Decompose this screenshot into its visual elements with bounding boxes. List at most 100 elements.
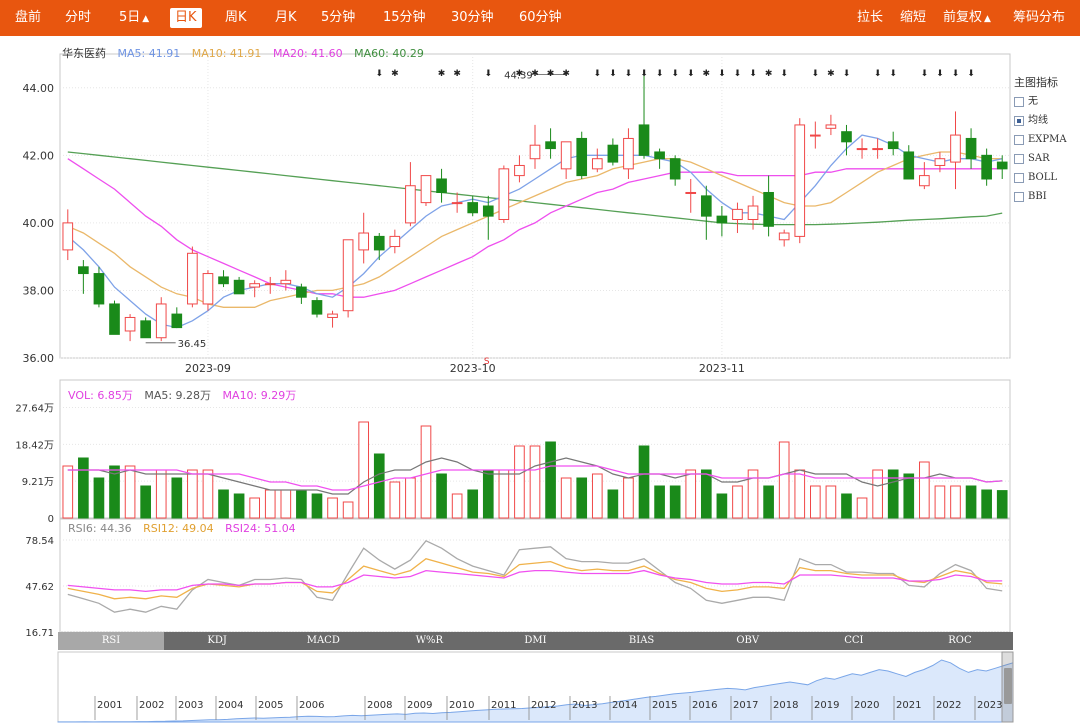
checkbox-icon[interactable] xyxy=(1014,191,1024,202)
tab-bias[interactable]: BIAS xyxy=(628,635,655,646)
tab-dmi[interactable]: DMI xyxy=(524,635,547,646)
toolbar-item-5[interactable]: 月K xyxy=(270,8,302,28)
volume-bar xyxy=(373,453,385,519)
indicator-option-0[interactable]: 无 xyxy=(1014,92,1080,111)
year-tick-label: 2014 xyxy=(612,700,637,711)
volume-bar xyxy=(155,469,167,519)
checkbox-icon[interactable] xyxy=(1014,172,1024,183)
toolbar-right-item-2[interactable]: 前复权 ▲ xyxy=(938,8,996,28)
candle-down xyxy=(716,215,728,224)
volume-bar xyxy=(981,489,992,519)
indicator-option-1[interactable]: 均线 xyxy=(1014,111,1080,130)
toolbar-item-label: 筹码分布 xyxy=(1013,10,1066,25)
candle-up xyxy=(202,273,214,305)
toolbar-item-6[interactable]: 5分钟 xyxy=(316,8,360,28)
candle-down xyxy=(607,144,619,163)
tab-macd[interactable]: MACD xyxy=(306,635,340,646)
toolbar-item-7[interactable]: 15分钟 xyxy=(378,8,431,28)
event-arrow-icon: ⬇ xyxy=(843,69,851,79)
volume-bar xyxy=(78,457,89,519)
year-tick-label: 2009 xyxy=(407,700,432,711)
candle-down xyxy=(78,266,89,275)
candle-up xyxy=(950,134,961,163)
candle-up xyxy=(264,283,276,286)
tab-rsi[interactable]: RSI xyxy=(58,632,165,650)
event-arrow-icon: ⬇ xyxy=(718,69,726,79)
date-tick-label: 2023-10 xyxy=(450,362,496,375)
indicator-option-2[interactable]: EXPMA xyxy=(1014,130,1080,149)
toolbar-right-item-3[interactable]: 筹码分布 xyxy=(1008,8,1070,28)
candle-up xyxy=(810,134,821,137)
volume-legend: VOL: 6.85万 MA5: 9.28万 MA10: 9.29万 xyxy=(68,387,304,403)
volume-bar xyxy=(638,445,650,519)
event-arrow-icon: ⬇ xyxy=(921,69,929,79)
ma20-line xyxy=(67,158,1003,298)
candle-down xyxy=(638,124,650,156)
tab-obv[interactable]: OBV xyxy=(736,635,760,646)
tab-kdj[interactable]: KDJ xyxy=(207,635,227,646)
year-tick-label: 2020 xyxy=(854,700,879,711)
event-star-icon: ✱ xyxy=(827,69,835,79)
event-arrow-icon: ⬇ xyxy=(812,69,820,79)
volume-bar xyxy=(825,485,837,519)
tab-roc[interactable]: ROC xyxy=(948,635,972,646)
toolbar-item-8[interactable]: 30分钟 xyxy=(446,8,499,28)
candle-up xyxy=(560,141,572,170)
volume-bar xyxy=(841,493,852,519)
legend-vol-ma10: MA10: 9.29万 xyxy=(222,389,297,402)
toolbar-right-item-0[interactable]: 拉长 xyxy=(852,8,888,28)
year-tick-label: 2015 xyxy=(652,700,677,711)
indicator-option-3[interactable]: SAR xyxy=(1014,149,1080,168)
stock-name: 华东医药 xyxy=(62,47,106,60)
year-tick-label: 2002 xyxy=(139,700,164,711)
rsi-legend: RSI6: 44.36 RSI12: 49.04 RSI24: 51.04 xyxy=(68,522,304,535)
volume-bar xyxy=(529,445,541,519)
volume-bar xyxy=(856,497,868,519)
toolbar-item-3[interactable]: 日K xyxy=(170,8,202,28)
volume-bar xyxy=(249,497,261,519)
volume-bar xyxy=(62,465,74,519)
year-tick-label: 2016 xyxy=(692,700,717,711)
toolbar-item-0[interactable]: 盘前 xyxy=(10,8,46,28)
indicator-option-5[interactable]: BBI xyxy=(1014,187,1080,206)
event-arrow-icon: ⬇ xyxy=(375,69,383,79)
indicator-option-4[interactable]: BOLL xyxy=(1014,168,1080,187)
period-toolbar: 盘前 分时 5日 ▲ 日K 周K 月K 5分钟 15分钟 30分钟 60分钟 拉长 缩短 前复权 ▲ 筹码分布 xyxy=(0,0,1080,36)
toolbar-item-1[interactable]: 分时 xyxy=(60,8,96,28)
ma60-line xyxy=(67,151,1003,226)
checkbox-icon[interactable] xyxy=(1014,153,1024,164)
checkbox-icon[interactable] xyxy=(1014,134,1024,145)
toolbar-item-4[interactable]: 周K xyxy=(220,8,252,28)
volume-bar xyxy=(560,477,572,519)
candle-down xyxy=(93,273,105,305)
range-handle[interactable] xyxy=(1004,668,1012,704)
event-star-icon: ✱ xyxy=(765,69,773,79)
candle-up xyxy=(451,202,463,205)
year-tick-label: 2003 xyxy=(178,700,203,711)
main-legend: 华东医药 MA5: 41.91 MA10: 41.91 MA20: 41.60 … xyxy=(62,45,432,61)
toolbar-item-9[interactable]: 60分钟 xyxy=(514,8,567,28)
candle-up xyxy=(498,168,510,221)
candle-down xyxy=(545,141,556,150)
volume-tick-label: 27.64万 xyxy=(15,403,54,414)
volume-bar xyxy=(591,473,603,519)
low-price-annotation: 36.45 xyxy=(178,339,207,350)
volume-bar xyxy=(296,489,307,519)
candle-up xyxy=(934,158,946,166)
checkbox-icon[interactable] xyxy=(1014,115,1024,126)
tab-cci[interactable]: CCI xyxy=(844,635,864,646)
legend-rsi6: RSI6: 44.36 xyxy=(68,522,132,535)
checkbox-icon[interactable] xyxy=(1014,96,1024,107)
volume-bar xyxy=(794,469,806,519)
legend-rsi24: RSI24: 51.04 xyxy=(225,522,296,535)
tab-w-r[interactable]: W%R xyxy=(415,635,444,646)
toolbar-item-label: 缩短 xyxy=(900,10,927,25)
toolbar-right-item-1[interactable]: 缩短 xyxy=(895,8,931,28)
candle-up xyxy=(856,148,868,151)
candle-up xyxy=(591,158,603,170)
year-tick-label: 2018 xyxy=(773,700,798,711)
legend-ma20: MA20: 41.60 xyxy=(272,47,343,60)
toolbar-item-2[interactable]: 5日 ▲ xyxy=(114,8,154,28)
candle-up xyxy=(747,205,759,221)
volume-bar xyxy=(342,501,354,519)
